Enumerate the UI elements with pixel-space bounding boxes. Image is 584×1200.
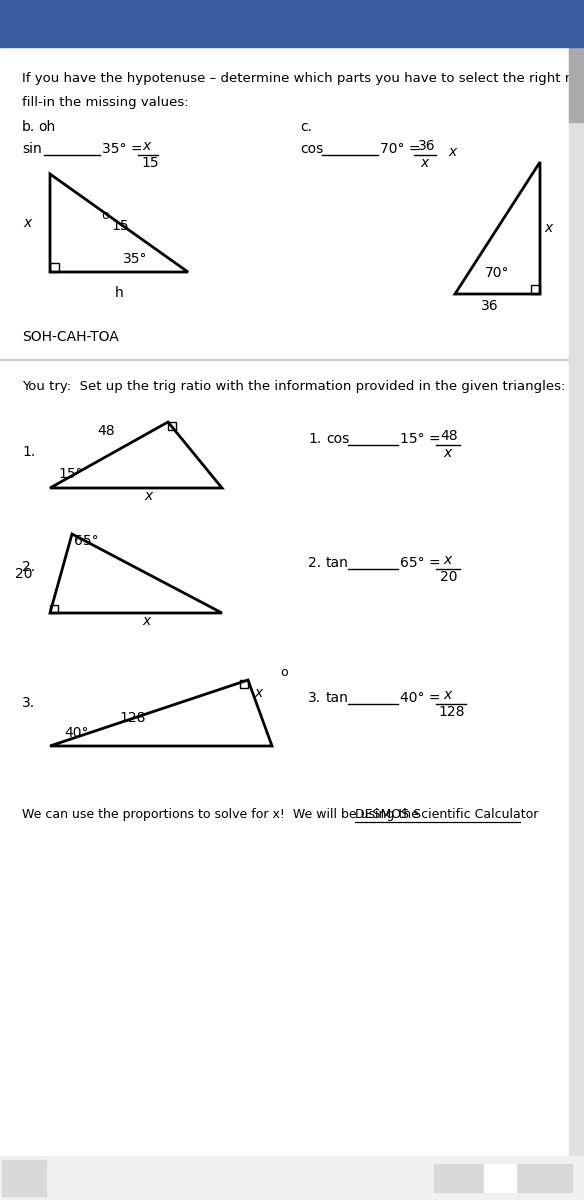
Bar bbox=[2, 1160, 46, 1196]
Text: 1.: 1. bbox=[308, 432, 321, 446]
Text: —: — bbox=[232, 14, 249, 32]
Text: x: x bbox=[142, 139, 150, 152]
Text: o: o bbox=[101, 209, 109, 222]
Text: 35°: 35° bbox=[123, 252, 148, 266]
Text: / 3: / 3 bbox=[520, 1171, 538, 1186]
Text: x: x bbox=[254, 686, 262, 700]
Text: c.: c. bbox=[300, 120, 312, 134]
Text: cos: cos bbox=[326, 432, 349, 446]
Text: 36: 36 bbox=[418, 139, 436, 152]
Text: DESMOS Scientific Calculator: DESMOS Scientific Calculator bbox=[355, 808, 538, 821]
Text: 20: 20 bbox=[15, 566, 32, 581]
Text: 15°: 15° bbox=[58, 467, 82, 481]
Text: tan: tan bbox=[326, 556, 349, 570]
Text: oh: oh bbox=[38, 120, 55, 134]
Text: 70°: 70° bbox=[485, 266, 509, 280]
Text: 40°: 40° bbox=[64, 726, 89, 740]
Text: +: + bbox=[260, 13, 276, 32]
Text: fill-in the missing values:: fill-in the missing values: bbox=[22, 96, 189, 109]
Text: o: o bbox=[280, 666, 288, 679]
Text: 48: 48 bbox=[440, 428, 458, 443]
Text: ▲: ▲ bbox=[62, 16, 74, 30]
Text: 35° =: 35° = bbox=[102, 142, 142, 156]
Text: 💾: 💾 bbox=[340, 14, 351, 32]
Text: ⭳: ⭳ bbox=[290, 13, 302, 32]
Text: x: x bbox=[24, 216, 32, 230]
Text: 128: 128 bbox=[119, 710, 145, 725]
Text: 70° =: 70° = bbox=[380, 142, 420, 156]
Text: □: □ bbox=[42, 14, 59, 32]
Bar bbox=[484, 1164, 516, 1192]
Text: x: x bbox=[443, 446, 451, 460]
Text: x: x bbox=[443, 553, 451, 566]
Text: x: x bbox=[443, 688, 451, 702]
Text: 40° =: 40° = bbox=[400, 691, 440, 704]
Text: At: At bbox=[198, 16, 214, 30]
Text: Page: Page bbox=[460, 1171, 493, 1186]
Text: 36: 36 bbox=[481, 299, 498, 313]
Text: 65°: 65° bbox=[74, 534, 99, 548]
Text: 3.: 3. bbox=[308, 691, 321, 704]
Text: 2.: 2. bbox=[308, 556, 321, 570]
Text: 1.: 1. bbox=[22, 445, 35, 458]
Text: 3.: 3. bbox=[22, 696, 35, 710]
Bar bbox=[0, 0, 584, 47]
Bar bbox=[569, 47, 584, 1200]
Bar bbox=[569, 47, 584, 122]
Text: 15° =: 15° = bbox=[400, 432, 440, 446]
Text: 15: 15 bbox=[111, 218, 128, 233]
Text: ≡: ≡ bbox=[385, 13, 404, 32]
Text: tan: tan bbox=[326, 691, 349, 704]
Text: SOH-CAH-TOA: SOH-CAH-TOA bbox=[22, 330, 119, 344]
Text: »: » bbox=[18, 1169, 30, 1188]
Text: x: x bbox=[448, 145, 456, 158]
Text: h: h bbox=[114, 286, 123, 300]
Text: You try:  Set up the trig ratio with the information provided in the given trian: You try: Set up the trig ratio with the … bbox=[22, 380, 565, 392]
Text: cos: cos bbox=[300, 142, 324, 156]
Text: 65° =: 65° = bbox=[400, 556, 440, 570]
Text: x: x bbox=[544, 221, 552, 235]
Bar bbox=[434, 1164, 572, 1192]
Text: sin: sin bbox=[22, 142, 41, 156]
Text: K: K bbox=[14, 11, 33, 35]
Text: x: x bbox=[420, 156, 428, 170]
Text: 2: 2 bbox=[496, 1171, 505, 1186]
Text: Kami Uploa...: Kami Uploa... bbox=[80, 16, 182, 30]
Text: 20: 20 bbox=[440, 570, 457, 584]
Text: x: x bbox=[142, 614, 150, 628]
Text: We can use the proportions to solve for x!  We will be using the: We can use the proportions to solve for … bbox=[22, 808, 423, 821]
Text: 48: 48 bbox=[97, 424, 114, 438]
Text: 2.: 2. bbox=[22, 560, 35, 574]
Text: 15: 15 bbox=[141, 156, 159, 170]
Text: If you have the hypotenuse – determine which parts you have to select the right : If you have the hypotenuse – determine w… bbox=[22, 72, 584, 85]
Text: x: x bbox=[144, 490, 152, 503]
Text: 128: 128 bbox=[438, 704, 464, 719]
Text: b.: b. bbox=[22, 120, 35, 134]
Bar bbox=[0, 1156, 584, 1200]
Text: ▶: ▶ bbox=[183, 16, 194, 30]
